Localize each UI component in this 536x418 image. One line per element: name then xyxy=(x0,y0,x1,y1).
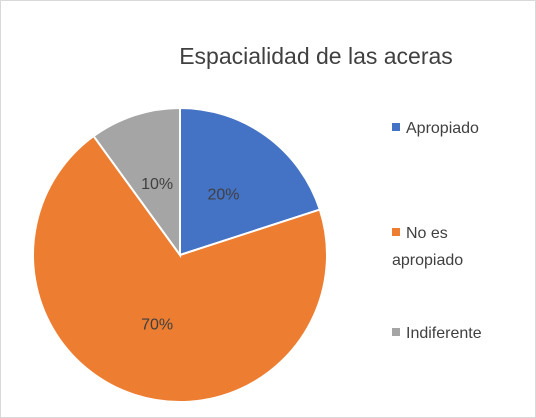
legend-item: No es apropiado xyxy=(392,220,512,274)
legend-label: Indiferente xyxy=(406,325,482,342)
legend-swatch xyxy=(392,123,400,131)
data-label: 20% xyxy=(207,186,239,203)
legend-label: No es apropiado xyxy=(392,225,464,269)
legend-swatch xyxy=(392,328,400,336)
data-label: 10% xyxy=(141,176,173,193)
legend-label: Apropiado xyxy=(406,120,479,137)
pie-slice xyxy=(179,106,322,257)
legend-item: Indiferente xyxy=(392,320,512,347)
chart-title: Espacialidad de las aceras xyxy=(179,43,453,69)
pie-slice xyxy=(92,106,181,259)
data-label: 70% xyxy=(141,317,173,334)
legend-swatch xyxy=(392,228,400,236)
legend-item: Apropiado xyxy=(392,115,512,142)
pie-slice xyxy=(32,134,328,403)
